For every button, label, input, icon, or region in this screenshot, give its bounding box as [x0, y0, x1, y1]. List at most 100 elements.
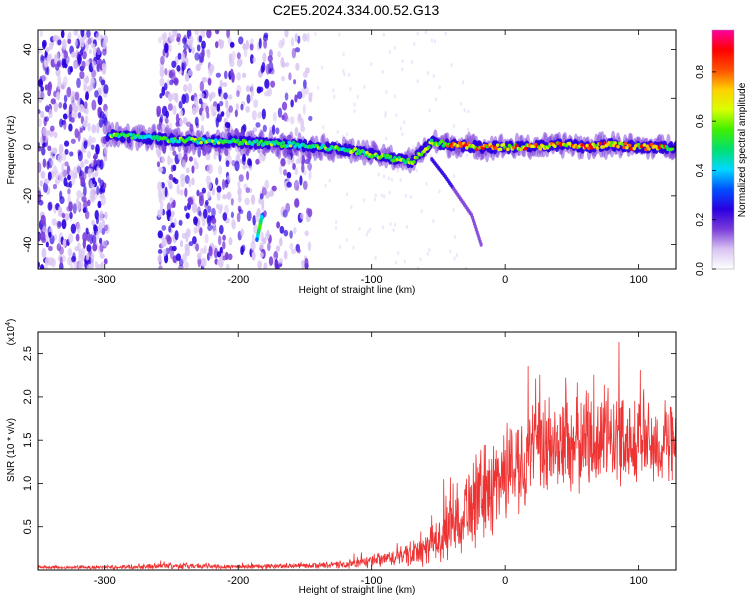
spectrogram-cell [221, 178, 226, 190]
spectrogram-cell [198, 195, 204, 207]
spectrogram-cell [216, 112, 222, 123]
spectrogram-cell [243, 47, 248, 58]
snr-x-ticks: -300 -200 -100 0 100 [94, 332, 648, 587]
spectrogram-cell [184, 187, 188, 198]
spectrogram-cell [302, 180, 308, 191]
spectrogram-cell [291, 47, 297, 59]
spectrogram-cell [172, 105, 177, 116]
spectrogram-cell [191, 46, 196, 55]
spectrogram-cell [199, 140, 203, 145]
spectrogram-cell [292, 162, 296, 171]
spectrogram-cell [248, 165, 253, 171]
spectrogram-cell [236, 90, 240, 98]
spectrogram-cell [613, 141, 617, 145]
spectrogram-cell [279, 164, 283, 175]
snr-x-tick-label: -200 [227, 575, 249, 587]
spectrogram-cell [45, 46, 50, 53]
spectrogram-cell [200, 112, 205, 122]
spectrogram-cell [174, 230, 179, 241]
spectrogram-cell [235, 103, 239, 111]
spectrogram-cell [80, 104, 84, 111]
spectrogram-cell [200, 30, 206, 39]
spectrogram-cell [365, 232, 368, 237]
spectrogram-cell [270, 80, 276, 88]
spectrogram-cell [172, 164, 177, 172]
colorbar-gradient [712, 30, 734, 269]
spectrogram-cell [42, 181, 48, 193]
spectrogram-cell [349, 87, 352, 92]
spectrogram-cell [393, 45, 396, 50]
spectrogram-cell [252, 127, 258, 133]
spectrogram-cell [282, 112, 288, 122]
spectrogram-cell [391, 158, 396, 163]
spectrogram-cell [304, 230, 309, 237]
spectrogram-cell [374, 193, 377, 198]
spectrogram-cell [185, 167, 190, 174]
spectrogram-cell [622, 145, 626, 150]
spectrogram-cell [290, 37, 295, 47]
spectrogram-cell [167, 155, 171, 166]
spectrogram-cell [230, 198, 234, 206]
spectrogram-cell [182, 37, 187, 45]
spectrogram-cell [426, 145, 431, 149]
spectrogram-cell [425, 181, 428, 186]
spectrogram-cell [169, 248, 174, 260]
spectrogram-cell [57, 153, 63, 163]
spectrogram-cell [452, 207, 455, 212]
spectrogram-cell [205, 152, 211, 161]
spectrogram-cell [169, 197, 174, 203]
spectrogram-cell [358, 226, 361, 231]
spectrogram-cell [41, 39, 47, 48]
spectrogram-cell [498, 147, 503, 152]
spectrogram-cell [61, 219, 67, 230]
spectrogram-cell [102, 39, 107, 50]
spectrogram-cell [214, 41, 219, 49]
spectrogram-cell [501, 143, 506, 147]
spectrogram-cell [201, 187, 207, 194]
spectrogram-cell [246, 210, 252, 222]
spectrogram-cell [48, 231, 52, 239]
spectrogram-cell [82, 232, 88, 242]
spectrogram-cell [194, 52, 200, 61]
spectrogram-y-tick-label: 40 [22, 43, 34, 55]
spectrogram-cell [457, 141, 462, 145]
spectrogram-cell [238, 36, 244, 45]
spectrogram-cell [85, 91, 89, 101]
spectrogram-cell [216, 103, 221, 112]
spectrogram-cell [159, 201, 164, 208]
spectrogram-cell [259, 139, 264, 143]
spectrogram-cell [172, 150, 177, 156]
spectrogram-cell [538, 146, 543, 151]
spectrogram-cell [245, 85, 251, 92]
spectrogram-cell [465, 153, 469, 158]
spectrogram-cell [288, 72, 292, 81]
spectrogram-cell [334, 225, 338, 230]
spectrogram-cell [225, 99, 229, 109]
spectrogram-cell [67, 188, 71, 195]
spectrogram-cell [161, 33, 167, 41]
spectrogram-cell [333, 94, 336, 99]
spectrogram-cell [209, 63, 215, 73]
spectrogram-cell [96, 185, 100, 196]
spectrogram-cell [61, 152, 67, 162]
spectrogram-cell [265, 63, 270, 75]
spectrogram-cell [94, 90, 99, 98]
spectrogram-cell [59, 256, 63, 267]
spectrogram-cell [179, 240, 184, 248]
spectrogram-cell [259, 242, 264, 250]
spectrogram-cell [175, 253, 182, 261]
spectrogram-cell [384, 113, 387, 118]
spectrogram-cell [249, 42, 254, 51]
spectrogram-cell [356, 94, 360, 99]
spectrogram-cell [294, 33, 298, 43]
spectrogram-cell [598, 141, 603, 146]
spectrogram-cell [607, 140, 612, 145]
spectrogram-cell [453, 234, 457, 239]
spectrogram-cell [388, 154, 393, 159]
spectrogram-cell [227, 253, 233, 261]
spectrogram-cell [304, 257, 309, 269]
spectrogram-cell [286, 171, 292, 179]
spectrogram-cell [207, 190, 211, 199]
spectrogram-cell [77, 53, 82, 65]
spectrogram-cell [91, 99, 97, 111]
